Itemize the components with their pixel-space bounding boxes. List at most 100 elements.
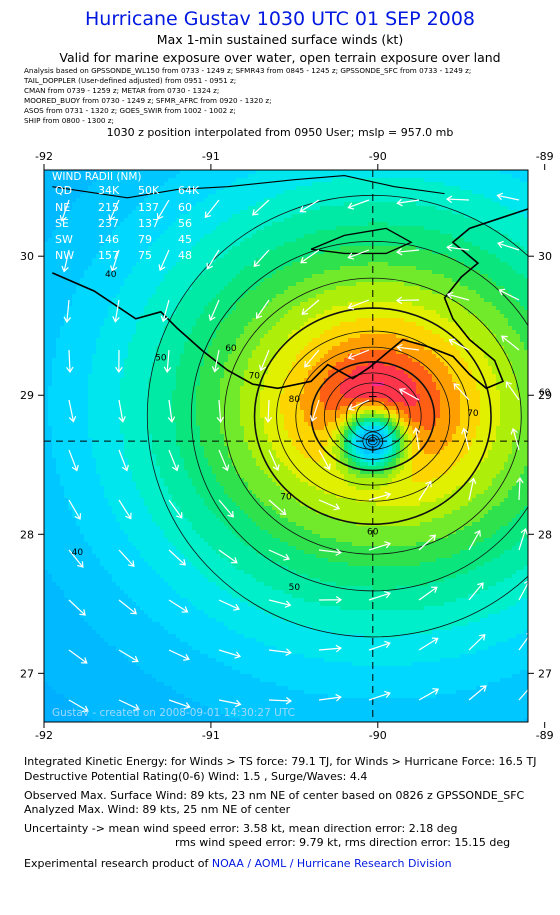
- contour-cell: [56, 206, 61, 211]
- contour-cell: [244, 282, 249, 287]
- contour-cell: [336, 194, 341, 199]
- contour-cell: [184, 302, 189, 307]
- contour-cell: [456, 238, 461, 243]
- contour-cell: [360, 294, 365, 299]
- contour-cell: [296, 170, 301, 175]
- contour-cell: [152, 258, 157, 263]
- contour-cell: [384, 170, 389, 175]
- contour-cell: [216, 182, 221, 187]
- contour-cell: [204, 178, 209, 183]
- contour-cell: [236, 314, 241, 319]
- contour-cell: [424, 298, 429, 303]
- contour-cell: [320, 174, 325, 179]
- contour-cell: [428, 222, 433, 227]
- contour-cell: [380, 214, 385, 219]
- contour-cell: [524, 294, 528, 299]
- contour-cell: [264, 310, 269, 315]
- contour-cell: [440, 294, 445, 299]
- contour-cell: [456, 198, 461, 203]
- contour-cell: [312, 306, 317, 311]
- contour-cell: [472, 302, 477, 307]
- contour-cell: [400, 322, 405, 327]
- contour-cell: [136, 250, 141, 255]
- contour-cell: [184, 202, 189, 207]
- contour-cell: [308, 274, 313, 279]
- contour-cell: [452, 226, 457, 231]
- contour-cell: [332, 306, 337, 311]
- contour-cell: [56, 230, 61, 235]
- contour-cell: [128, 186, 133, 191]
- contour-cell: [296, 258, 301, 263]
- contour-cell: [204, 278, 209, 283]
- contour-cell: [224, 186, 229, 191]
- contour-cell: [448, 202, 453, 207]
- contour-cell: [284, 194, 289, 199]
- contour-cell: [316, 202, 321, 207]
- contour-cell: [280, 210, 285, 215]
- contour-cell: [280, 318, 285, 323]
- contour-cell: [288, 182, 293, 187]
- contour-cell: [56, 278, 61, 283]
- contour-cell: [296, 278, 301, 283]
- contour-cell: [340, 218, 345, 223]
- contour-cell: [300, 182, 305, 187]
- contour-cell: [292, 194, 297, 199]
- contour-cell: [116, 202, 121, 207]
- contour-cell: [472, 314, 477, 319]
- contour-cell: [504, 206, 509, 211]
- contour-cell: [512, 262, 517, 267]
- contour-cell: [100, 182, 105, 187]
- contour-cell: [248, 278, 253, 283]
- contour-cell: [496, 258, 501, 263]
- contour-cell: [368, 202, 373, 207]
- contour-cell: [232, 262, 237, 267]
- contour-cell: [200, 290, 205, 295]
- contour-cell: [352, 250, 357, 255]
- contour-cell: [176, 262, 181, 267]
- contour-cell: [412, 330, 417, 335]
- contour-cell: [340, 198, 345, 203]
- contour-cell: [484, 266, 489, 271]
- contour-cell: [424, 218, 429, 223]
- contour-cell: [476, 214, 481, 219]
- contour-cell: [324, 326, 329, 331]
- contour-cell: [328, 226, 333, 231]
- contour-cell: [304, 278, 309, 283]
- contour-cell: [444, 190, 449, 195]
- contour-cell: [112, 226, 117, 231]
- contour-cell: [244, 174, 249, 179]
- contour-cell: [260, 318, 265, 323]
- contour-cell: [100, 314, 105, 319]
- contour-cell: [332, 302, 337, 307]
- contour-cell: [176, 170, 181, 175]
- contour-cell: [248, 322, 253, 327]
- contour-cell: [320, 326, 325, 331]
- contour-cell: [312, 250, 317, 255]
- contour-cell: [60, 174, 65, 179]
- contour-cell: [452, 286, 457, 291]
- contour-cell: [288, 206, 293, 211]
- contour-cell: [368, 210, 373, 215]
- contour-cell: [456, 194, 461, 199]
- contour-cell: [432, 326, 437, 331]
- contour-cell: [340, 190, 345, 195]
- contour-cell: [140, 322, 145, 327]
- contour-cell: [180, 218, 185, 223]
- contour-cell: [92, 170, 97, 175]
- contour-cell: [260, 306, 265, 311]
- contour-cell: [352, 202, 357, 207]
- contour-cell: [348, 210, 353, 215]
- contour-cell: [68, 254, 73, 259]
- contour-cell: [108, 262, 113, 267]
- contour-cell: [160, 330, 165, 335]
- contour-cell: [236, 326, 241, 331]
- contour-cell: [188, 290, 193, 295]
- contour-cell: [368, 322, 373, 327]
- contour-cell: [456, 294, 461, 299]
- contour-cell: [284, 214, 289, 219]
- contour-cell: [284, 238, 289, 243]
- contour-cell: [496, 190, 501, 195]
- contour-cell: [276, 238, 281, 243]
- contour-cell: [364, 282, 369, 287]
- contour-cell: [428, 198, 433, 203]
